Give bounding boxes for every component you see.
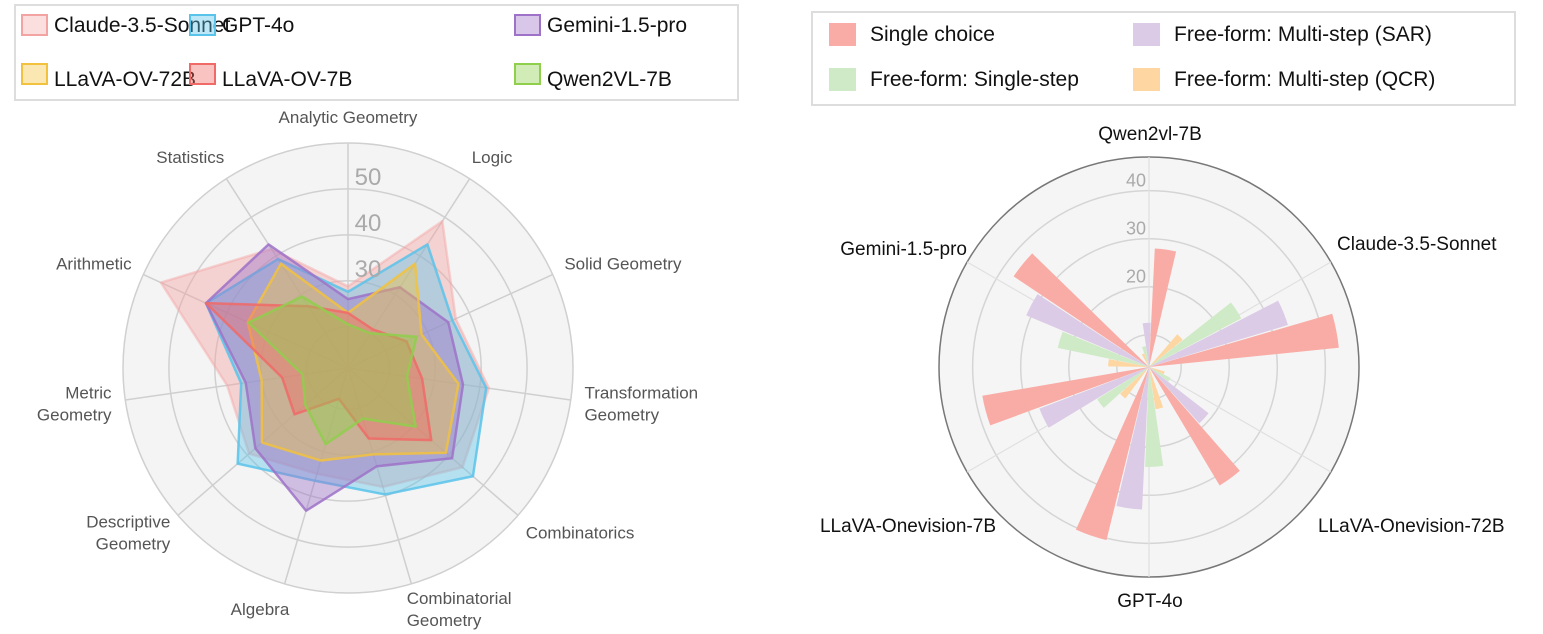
- bar-single-choice: [1013, 253, 1149, 367]
- axis-spoke: [283, 367, 349, 585]
- radial-tick-label: 30: [355, 256, 382, 283]
- bar-free-form-multi-step-sar-: [1026, 294, 1149, 367]
- bar-single-choice: [1149, 367, 1240, 486]
- model-label: GPT-4o: [1117, 591, 1182, 612]
- category-label-line: Combinatorial: [407, 589, 512, 608]
- model-label: LLaVA-Onevision-72B: [1318, 516, 1505, 537]
- legend-label: Gemini-1.5-pro: [547, 14, 687, 37]
- legend-swatch: [514, 63, 541, 85]
- category-label-line: Metric: [65, 384, 112, 403]
- axis-spoke: [125, 367, 349, 401]
- model-label: LLaVA-Onevision-7B: [820, 516, 996, 537]
- bar-free-form-multi-step-qcr-: [1108, 359, 1149, 367]
- category-label: Arithmetic: [56, 255, 132, 274]
- radial-tick-label: 20: [1126, 267, 1146, 287]
- bar-free-form-single-step: [1149, 367, 1171, 382]
- bar-free-form-single-step: [1145, 367, 1164, 467]
- bar-free-form-single-step: [1149, 302, 1242, 367]
- category-label: Logic: [472, 148, 513, 167]
- model-label: Claude-3.5-Sonnet: [1337, 234, 1497, 255]
- category-label: Combinatorial Geometry: [407, 589, 512, 630]
- category-label-line: Analytic Geometry: [279, 108, 418, 127]
- polar-bar-chart: Single choice Free-form: Single-step Free-…: [811, 11, 1516, 612]
- bar-single-choice: [1149, 248, 1177, 367]
- legend-label: Qwen2VL-7B: [547, 68, 672, 91]
- legend-swatch: [189, 63, 216, 85]
- category-label: Descriptive Geometry: [86, 512, 171, 553]
- category-label: Algebra: [231, 600, 290, 619]
- bar-single-choice: [1149, 313, 1339, 367]
- category-label: Analytic Geometry: [279, 108, 418, 127]
- category-label-line: Geometry: [584, 406, 659, 425]
- category-label: Solid Geometry: [564, 255, 682, 274]
- legend-label: Free-form: Multi-step (SAR): [1174, 23, 1432, 46]
- legend-label: Claude-3.5-Sonnet: [54, 14, 230, 37]
- legend-label: LLaVA-OV-7B: [222, 68, 352, 91]
- axis-spoke: [347, 367, 413, 585]
- bar-free-form-multi-step-qcr-: [1149, 334, 1183, 367]
- category-label: Statistics: [156, 148, 224, 167]
- legend-label: LLaVA-OV-72B: [54, 68, 196, 91]
- bar-free-form-multi-step-qcr-: [1120, 367, 1149, 399]
- bar-free-form-multi-step-sar-: [1149, 367, 1209, 424]
- axis-spoke: [143, 273, 349, 369]
- model-label: Qwen2vl-7B: [1098, 124, 1202, 145]
- axis-spoke: [225, 178, 349, 369]
- bar-free-form-multi-step-sar-: [1116, 367, 1149, 510]
- bar-free-form-multi-step-sar-: [1149, 300, 1288, 367]
- category-label-line: Solid Geometry: [564, 255, 682, 274]
- legend-label: Single choice: [870, 23, 995, 46]
- category-label-line: Algebra: [231, 600, 290, 619]
- bar-single-choice: [982, 367, 1149, 426]
- series-area-gpt-4o: [204, 243, 488, 496]
- bar-free-form-multi-step-qcr-: [1149, 367, 1164, 410]
- category-label: Metric Geometry: [37, 384, 112, 425]
- axis-spoke: [347, 367, 519, 516]
- axis-spoke: [347, 178, 471, 369]
- category-label-line: Combinatorics: [526, 523, 635, 542]
- legend-label: Free-form: Single-step: [870, 68, 1079, 91]
- angular-grid-line: [1148, 366, 1332, 473]
- legend-label: GPT-4o: [222, 14, 294, 37]
- category-label-line: Transformation: [584, 384, 698, 403]
- radial-tick-label: 40: [355, 210, 382, 237]
- category-label-line: Arithmetic: [56, 255, 132, 274]
- bar-free-form-single-step: [1142, 346, 1149, 367]
- radial-tick-label: 50: [355, 164, 382, 191]
- category-label: Combinatorics: [526, 523, 635, 542]
- axis-spoke: [347, 273, 553, 369]
- bar-free-form-single-step: [1097, 367, 1149, 408]
- legend-swatch: [1133, 23, 1160, 46]
- category-label-line: Logic: [472, 148, 513, 167]
- bar-free-form-multi-step-qcr-: [1149, 367, 1165, 375]
- category-label-line: Geometry: [96, 534, 171, 553]
- bar-free-form-multi-step-sar-: [1039, 367, 1149, 428]
- legend-swatch: [829, 23, 856, 46]
- category-label-line: Geometry: [407, 611, 482, 630]
- category-label: Transformation Geometry: [584, 384, 698, 425]
- series-area-claude-3-5-sonnet: [159, 219, 491, 489]
- category-label-line: Statistics: [156, 148, 224, 167]
- legend-box: [811, 11, 1516, 106]
- radial-tick-label: 30: [1126, 219, 1146, 239]
- bar-single-choice: [1075, 367, 1149, 541]
- series-area-qwen2vl-7b: [247, 295, 418, 446]
- bar-free-form-single-step: [1057, 331, 1149, 367]
- legend-swatch: [21, 63, 48, 85]
- category-label-line: Geometry: [37, 406, 112, 425]
- category-label-line: Descriptive: [86, 512, 170, 531]
- legend-label: Free-form: Multi-step (QCR): [1174, 68, 1435, 91]
- model-label: Gemini-1.5-pro: [840, 239, 967, 260]
- legend-swatch: [21, 14, 48, 36]
- legend-swatch: [829, 68, 856, 91]
- legend-swatch: [1133, 68, 1160, 91]
- bar-free-form-multi-step-sar-: [1142, 322, 1151, 367]
- legend-swatch: [189, 14, 216, 36]
- bar-free-form-multi-step-qcr-: [1141, 353, 1149, 367]
- legend-box: [14, 4, 739, 101]
- legend-swatch: [514, 14, 541, 36]
- radial-tick-label: 40: [1126, 171, 1146, 191]
